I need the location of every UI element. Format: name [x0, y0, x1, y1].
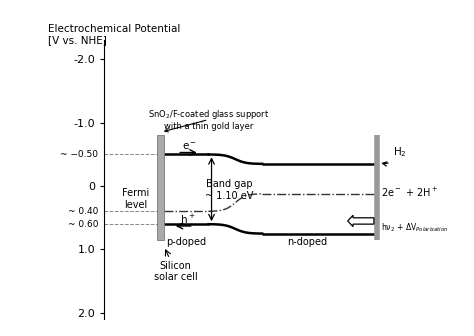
Text: hν$_2$ + ΔV$_{Polarisation}$: hν$_2$ + ΔV$_{Polarisation}$	[382, 221, 449, 234]
Text: h$^+$: h$^+$	[180, 212, 195, 225]
Text: n-doped: n-doped	[287, 237, 327, 247]
Text: e$^-$: e$^-$	[182, 141, 197, 152]
Text: SnO$_2$/F-coated glass support
with a thin gold layer: SnO$_2$/F-coated glass support with a th…	[148, 108, 269, 132]
Text: ~ 0.40: ~ 0.40	[68, 207, 98, 216]
Text: H$_2$: H$_2$	[383, 145, 407, 166]
Text: 2e$^-$ + 2H$^+$: 2e$^-$ + 2H$^+$	[382, 186, 438, 199]
FancyArrow shape	[348, 215, 374, 227]
Text: Electrochemical Potential
[V vs. NHE]: Electrochemical Potential [V vs. NHE]	[48, 24, 180, 45]
Text: ~ −0.50: ~ −0.50	[60, 150, 98, 159]
Text: Fermi
level: Fermi level	[122, 188, 149, 210]
Text: Silicon
solar cell: Silicon solar cell	[154, 261, 198, 283]
Bar	[157, 135, 164, 240]
Text: Band gap
~ 1.10 eV: Band gap ~ 1.10 eV	[205, 179, 254, 201]
Text: ~ 0.60: ~ 0.60	[67, 220, 98, 228]
Text: p-doped: p-doped	[166, 237, 206, 247]
